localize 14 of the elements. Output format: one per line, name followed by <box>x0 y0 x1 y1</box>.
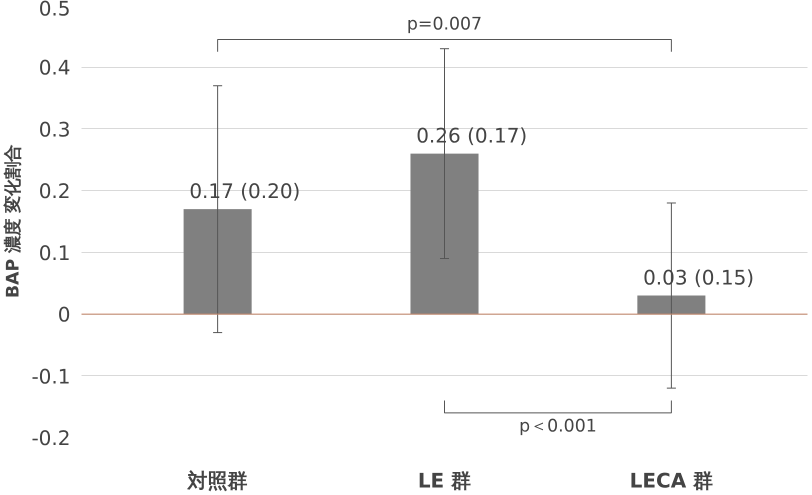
y-tick-label: 0.1 <box>38 240 71 265</box>
y-tick-label: 0.4 <box>38 56 71 80</box>
y-axis-title: BAP 濃度 変化割合 <box>3 144 24 298</box>
y-tick-label: -0.2 <box>31 426 71 450</box>
x-tick-label: 対照群 <box>186 468 248 492</box>
annotation: p=0.007 <box>406 14 482 35</box>
y-tick-label: 0 <box>58 302 71 327</box>
y-tick-label: 0.3 <box>38 117 71 142</box>
x-tick-label: LECA 群 <box>630 468 714 492</box>
y-tick-label: 0.5 <box>38 0 71 20</box>
y-tick-label: 0.2 <box>38 179 71 204</box>
y-tick-label: -0.1 <box>31 364 71 388</box>
x-tick-label: LE 群 <box>418 468 472 492</box>
annotation: p＜0.001 <box>519 416 597 436</box>
